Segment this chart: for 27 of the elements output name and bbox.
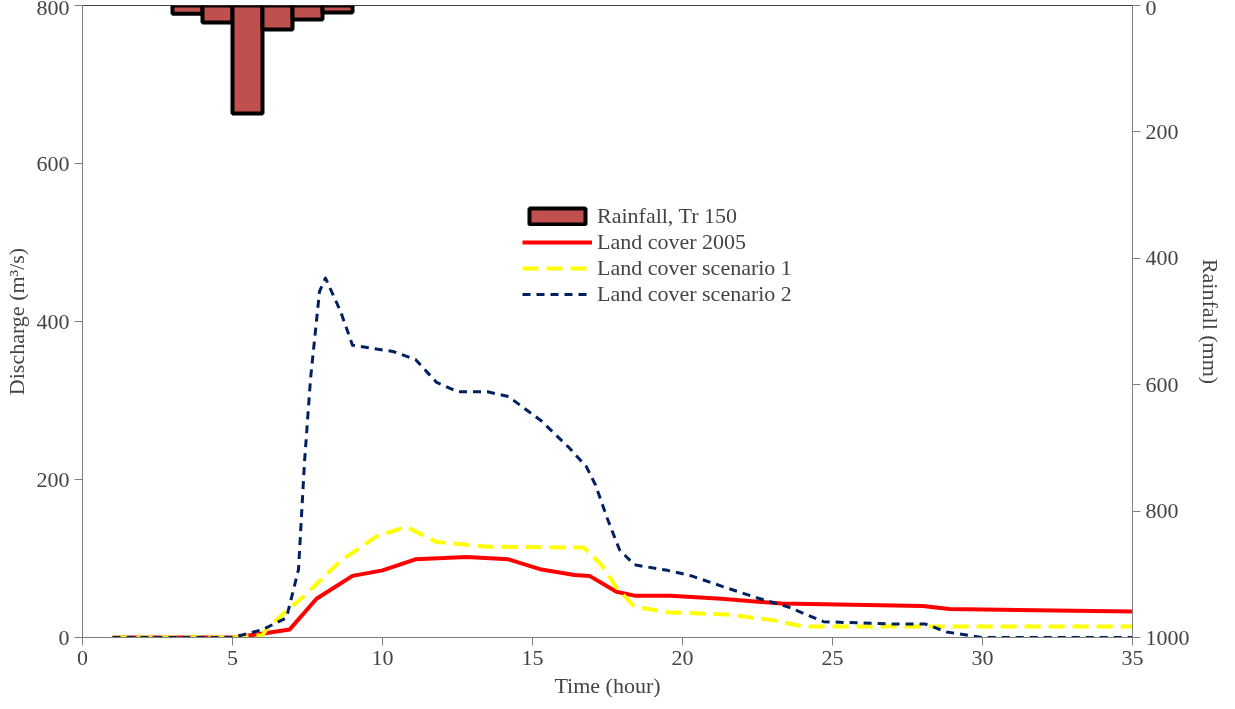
legend-label: Rainfall, Tr 150 [597,203,737,229]
x-tick-label: 25 [821,644,844,670]
legend-label: Land cover 2005 [597,229,747,255]
x-tick-label: 35 [1121,644,1144,670]
y2-tick-label: 800 [1145,498,1179,524]
y2-tick-label: 600 [1145,371,1179,397]
x-axis-title: Time (hour) [554,672,661,698]
x-tick-label: 10 [371,644,394,670]
y2-tick-label: 200 [1145,118,1179,144]
y-tick-label: 800 [36,0,70,20]
y2-tick-label: 0 [1145,0,1157,20]
x-tick-label: 20 [671,644,694,670]
y-axis-title: Discharge (m³/s) [3,247,29,396]
y2-tick-label: 1000 [1145,624,1190,650]
line-series [111,276,1133,638]
y-tick-label: 200 [36,466,70,492]
y-tick-label: 600 [36,150,70,176]
legend-label: Land cover scenario 1 [597,255,792,281]
y-tick-label: 400 [36,308,70,334]
x-tick-label: 15 [521,644,544,670]
y2-tick-label: 400 [1145,245,1179,271]
y2-axis-title: Rainfall (mm) [1197,258,1223,385]
x-tick-label: 5 [227,644,238,670]
x-tick-label: 30 [971,644,994,670]
legend-label: Land cover scenario 2 [597,281,792,307]
x-tick-label: 0 [77,644,88,670]
y-tick-label: 0 [58,624,70,650]
